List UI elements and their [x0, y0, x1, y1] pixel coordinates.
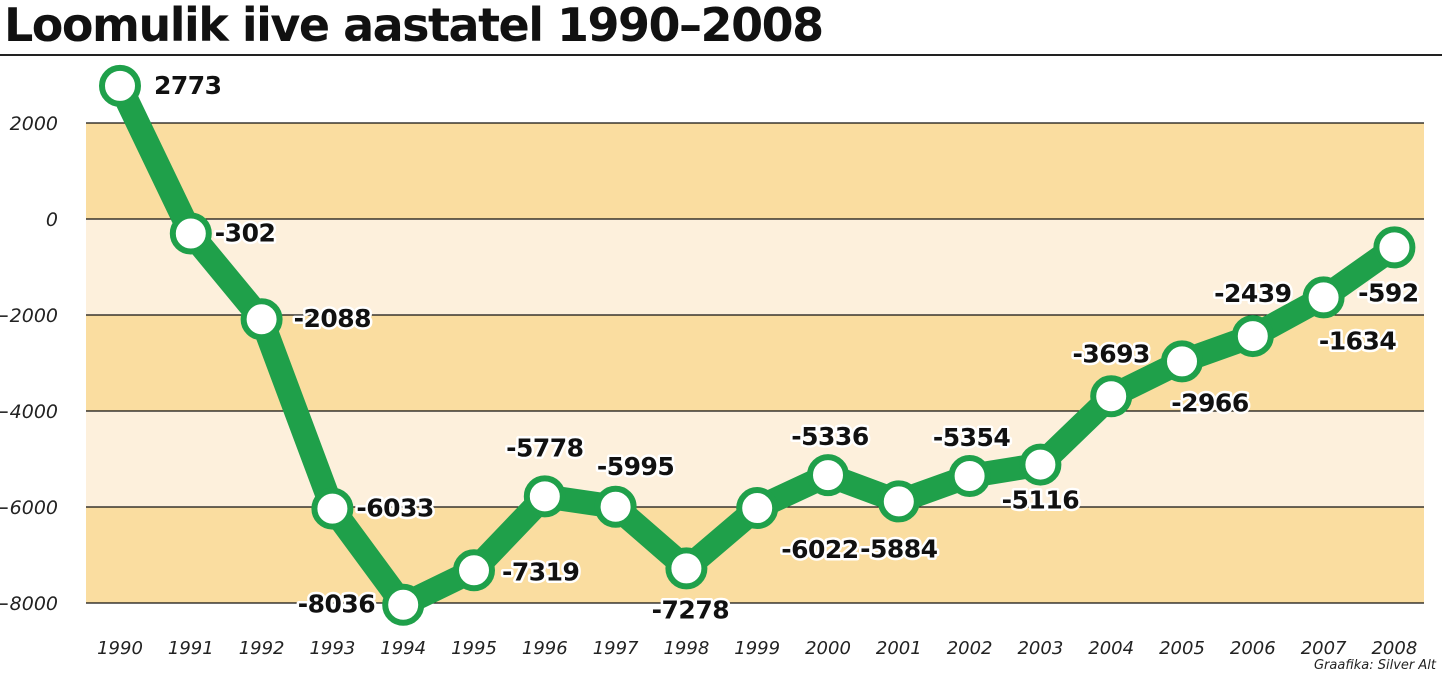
data-label: -2088: [294, 304, 371, 333]
data-label: -1634: [1319, 326, 1397, 355]
data-point: [311, 487, 354, 530]
data-label: 2773: [154, 71, 222, 100]
title-divider: [0, 54, 1442, 56]
y-tick-label: −2000: [0, 305, 58, 327]
data-label: -7319: [502, 557, 579, 586]
data-point: [1090, 375, 1133, 418]
x-tick-label: 1990: [97, 638, 143, 659]
data-label: -5995: [597, 452, 674, 481]
x-tick-label: 1998: [663, 638, 709, 659]
x-axis-ticks: 1990 1991 1992 1993 1994 1995 1996 1997 1998 1999…: [97, 638, 1417, 659]
data-point: [665, 547, 708, 590]
x-tick-label: 2001: [876, 638, 922, 659]
chart-title: Loomulik iive aastatel 1990–2008: [4, 0, 824, 52]
data-label: -2966: [1171, 388, 1249, 417]
data-point: [877, 480, 920, 523]
data-label: -3693: [1072, 339, 1149, 368]
x-tick-label: 1993: [309, 638, 355, 659]
x-tick-label: 1996: [522, 638, 568, 659]
data-label: -2439: [1214, 279, 1291, 308]
background-band: [86, 123, 1424, 219]
data-point: [169, 212, 212, 255]
x-tick-label: 1995: [451, 638, 497, 659]
y-tick-label: −6000: [0, 497, 58, 519]
data-point: [1161, 340, 1203, 383]
data-labels: 2773 -302 -2088 -6033 -8036 -7319 -5778 -5995 -7…: [152, 68, 1422, 626]
data-point: [1302, 276, 1345, 319]
data-point: [99, 64, 141, 107]
data-label: -5354: [933, 423, 1011, 452]
y-tick-label: 2000: [10, 113, 58, 135]
data-markers: [99, 64, 1416, 626]
data-point: [382, 583, 425, 626]
x-tick-label: 2007: [1301, 638, 1347, 659]
x-tick-label: 1997: [593, 638, 639, 659]
x-tick-label: 2003: [1017, 638, 1063, 659]
background-band: [86, 219, 1424, 315]
x-tick-label: 2006: [1230, 638, 1276, 659]
data-label: -592: [1358, 278, 1419, 307]
y-axis-ticks: 2000 0 −2000 −4000 −6000 −8000: [0, 113, 58, 615]
x-tick-label: 1999: [734, 638, 780, 659]
x-tick-label: 1994: [380, 638, 426, 659]
data-label: -5336: [791, 422, 869, 451]
data-point: [1019, 443, 1062, 486]
y-tick-label: −4000: [0, 401, 58, 423]
x-tick-label: 2008: [1371, 638, 1417, 659]
data-label: -8036: [298, 590, 376, 619]
data-label: -7278: [652, 595, 729, 624]
x-tick-label: 2004: [1088, 638, 1134, 659]
data-label: -6033: [356, 494, 433, 523]
data-point: [807, 454, 849, 497]
data-point: [453, 549, 495, 592]
x-tick-label: 2000: [805, 638, 851, 659]
graphics-credit: Graafika: Silver Alt: [1313, 658, 1436, 673]
data-label: -5116: [1002, 486, 1080, 515]
x-tick-label: 1992: [239, 638, 285, 659]
x-tick-label: 2005: [1159, 638, 1205, 659]
data-point: [594, 485, 637, 528]
data-label: -302: [215, 218, 276, 247]
data-label: -5778: [506, 433, 583, 462]
data-point: [240, 298, 283, 341]
data-point: [523, 475, 566, 518]
x-tick-label: 2002: [947, 638, 993, 659]
y-tick-label: −8000: [0, 593, 58, 615]
data-label: -5884: [860, 534, 938, 563]
data-point: [736, 487, 779, 530]
data-point: [948, 454, 991, 497]
x-tick-label: 1991: [168, 638, 214, 659]
data-point: [1373, 226, 1416, 269]
data-label: -6022: [781, 535, 858, 564]
y-tick-label: 0: [46, 209, 58, 231]
data-point: [1231, 315, 1274, 358]
